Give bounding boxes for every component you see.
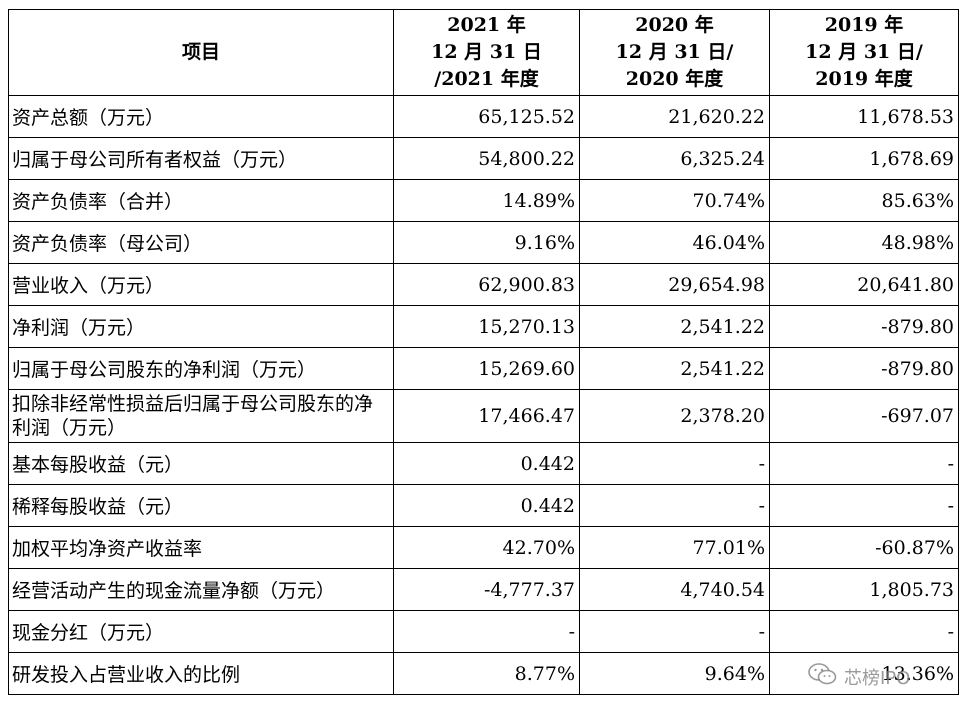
header-2021: 2021 年 12 月 31 日 /2021 年度 <box>393 9 580 96</box>
value-2019: 48.98% <box>769 221 959 264</box>
table-row: 经营活动产生的现金流量净额（万元） -4,777.37 4,740.54 1,8… <box>8 568 959 611</box>
wechat-icon <box>808 662 844 691</box>
value-2021: 17,466.47 <box>393 389 580 443</box>
header-line: 12 月 31 日 <box>431 41 542 63</box>
value-2019: -60.87% <box>769 526 959 569</box>
table-row: 扣除非经常性损益后归属于母公司股东的净利润（万元） 17,466.47 2,37… <box>8 389 959 443</box>
value-2020: 6,325.24 <box>579 137 770 180</box>
table-row: 净利润（万元） 15,270.13 2,541.22 -879.80 <box>8 305 959 348</box>
table-row: 基本每股收益（元） 0.442 - - <box>8 442 959 485</box>
value-2021: 14.89% <box>393 179 580 222</box>
row-label: 基本每股收益（元） <box>8 442 394 485</box>
header-line: 2020 年 <box>635 14 714 36</box>
value-2019: 20,641.80 <box>769 263 959 306</box>
row-label: 资产负债率（母公司） <box>8 221 394 264</box>
value-2019: -879.80 <box>769 347 959 390</box>
value-2019: - <box>769 442 959 485</box>
value-2021: 65,125.52 <box>393 95 580 138</box>
value-2021: 0.442 <box>393 442 580 485</box>
value-2020: - <box>579 484 770 527</box>
value-2019: - <box>769 484 959 527</box>
header-line: 12 月 31 日/ <box>805 41 923 63</box>
value-2019: 1,678.69 <box>769 137 959 180</box>
table-header-row: 项目 2021 年 12 月 31 日 /2021 年度 2020 年 12 月… <box>8 9 959 96</box>
value-2020: 9.64% <box>579 652 770 695</box>
value-2020: 2,541.22 <box>579 305 770 348</box>
header-line: 2021 年 <box>447 14 526 36</box>
header-line: 12 月 31 日/ <box>615 41 734 63</box>
row-label: 归属于母公司所有者权益（万元） <box>8 137 394 180</box>
value-2021: 54,800.22 <box>393 137 580 180</box>
row-label: 净利润（万元） <box>8 305 394 348</box>
value-2021: 15,270.13 <box>393 305 580 348</box>
value-2021: - <box>393 610 580 653</box>
row-label: 资产总额（万元） <box>8 95 394 138</box>
header-2019: 2019 年 12 月 31 日/ 2019 年度 <box>769 9 959 96</box>
value-2021: -4,777.37 <box>393 568 580 611</box>
value-2021: 8.77% <box>393 652 580 695</box>
financial-table: 项目 2021 年 12 月 31 日 /2021 年度 2020 年 12 月… <box>8 9 959 695</box>
table-row: 归属于母公司所有者权益（万元） 54,800.22 6,325.24 1,678… <box>8 137 959 180</box>
value-2020: 2,378.20 <box>579 389 770 443</box>
row-label: 加权平均净资产收益率 <box>8 526 394 569</box>
table-row: 研发投入占营业收入的比例 8.77% 9.64% 13.36% <box>8 652 959 695</box>
table-row: 资产负债率（合并） 14.89% 70.74% 85.63% <box>8 179 959 222</box>
header-line: 2020 年度 <box>625 68 724 90</box>
row-label: 现金分红（万元） <box>8 610 394 653</box>
watermark-text: 芯榜IPO <box>844 667 911 689</box>
header-2020: 2020 年 12 月 31 日/ 2020 年度 <box>579 9 770 96</box>
row-label: 归属于母公司股东的净利润（万元） <box>8 347 394 390</box>
table-row: 归属于母公司股东的净利润（万元） 15,269.60 2,541.22 -879… <box>8 347 959 390</box>
value-2020: 70.74% <box>579 179 770 222</box>
header-line: /2021 年度 <box>434 68 539 90</box>
row-label: 营业收入（万元） <box>8 263 394 306</box>
table-row: 营业收入（万元） 62,900.83 29,654.98 20,641.80 <box>8 263 959 306</box>
row-label: 稀释每股收益（元） <box>8 484 394 527</box>
value-2019: -879.80 <box>769 305 959 348</box>
watermark: 芯榜IPO <box>808 662 910 691</box>
header-line: 2019 年 <box>824 14 904 36</box>
table-row: 现金分红（万元） - - - <box>8 610 959 653</box>
value-2019: - <box>769 610 959 653</box>
value-2020: 21,620.22 <box>579 95 770 138</box>
value-2020: 77.01% <box>579 526 770 569</box>
value-2019: 11,678.53 <box>769 95 959 138</box>
row-label: 资产负债率（合并） <box>8 179 394 222</box>
table-row: 资产总额（万元） 65,125.52 21,620.22 11,678.53 <box>8 95 959 138</box>
value-2021: 0.442 <box>393 484 580 527</box>
value-2020: - <box>579 442 770 485</box>
table-row: 资产负债率（母公司） 9.16% 46.04% 48.98% <box>8 221 959 264</box>
value-2019: 13.36% <box>769 652 959 695</box>
value-2019: 1,805.73 <box>769 568 959 611</box>
value-2020: - <box>579 610 770 653</box>
header-line: 2019 年度 <box>815 68 913 90</box>
row-label: 研发投入占营业收入的比例 <box>8 652 394 695</box>
value-2019: -697.07 <box>769 389 959 443</box>
value-2021: 15,269.60 <box>393 347 580 390</box>
value-2021: 9.16% <box>393 221 580 264</box>
value-2020: 46.04% <box>579 221 770 264</box>
value-2020: 29,654.98 <box>579 263 770 306</box>
value-2019: 85.63% <box>769 179 959 222</box>
value-2020: 4,740.54 <box>579 568 770 611</box>
value-2020: 2,541.22 <box>579 347 770 390</box>
table-row: 加权平均净资产收益率 42.70% 77.01% -60.87% <box>8 526 959 569</box>
table-row: 稀释每股收益（元） 0.442 - - <box>8 484 959 527</box>
row-label: 扣除非经常性损益后归属于母公司股东的净利润（万元） <box>8 389 394 443</box>
row-label: 经营活动产生的现金流量净额（万元） <box>8 568 394 611</box>
value-2021: 62,900.83 <box>393 263 580 306</box>
value-2021: 42.70% <box>393 526 580 569</box>
header-item: 项目 <box>8 9 394 96</box>
